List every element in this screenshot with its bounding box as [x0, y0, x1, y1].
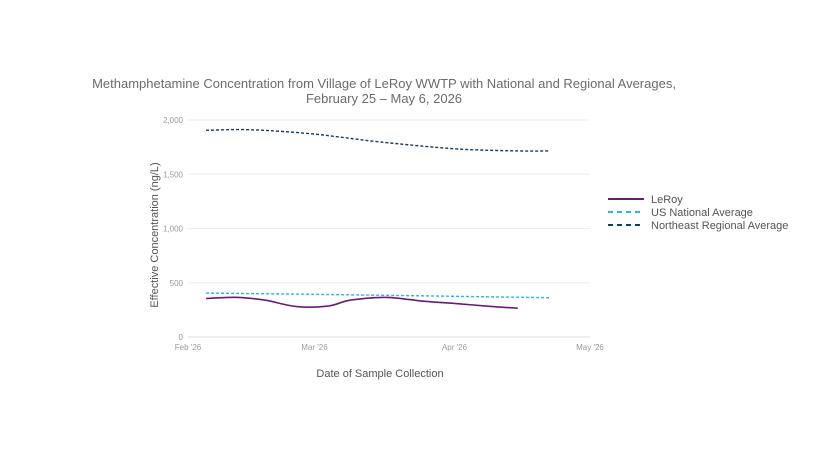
x-tick-label: Mar '26 — [301, 343, 328, 352]
series-line-us-national-average — [206, 292, 550, 299]
series-line-northeast-regional-average — [206, 128, 550, 152]
chart-subtitle: February 25 – May 6, 2026 — [306, 91, 462, 106]
chart-title: Methamphetamine Concentration from Villa… — [92, 76, 676, 91]
y-tick-label: 0 — [179, 333, 184, 342]
x-axis-title: Date of Sample Collection — [316, 368, 443, 380]
legend-label-us-national-average: US National Average — [651, 207, 753, 219]
y-tick-label: 2,000 — [163, 116, 184, 125]
grid — [188, 119, 590, 338]
y-axis-title: Effective Concentration (ng/L) — [149, 162, 161, 307]
legend-label-leroy: LeRoy — [651, 194, 683, 206]
x-tick-label: Feb '26 — [175, 343, 202, 352]
y-tick-label: 1,000 — [163, 225, 184, 234]
axes: 0 500 1,000 1,500 2,000 Feb '26 Mar '26 Apr '26… — [163, 116, 604, 352]
plot-series — [206, 128, 550, 309]
y-tick-label: 1,500 — [163, 170, 184, 179]
x-tick-label: May '26 — [576, 343, 604, 352]
series-line-leroy — [206, 296, 518, 309]
x-tick-label: Apr '26 — [442, 343, 468, 352]
y-tick-label: 500 — [170, 279, 184, 288]
legend-label-northeast-regional-average: Northeast Regional Average — [651, 220, 788, 232]
